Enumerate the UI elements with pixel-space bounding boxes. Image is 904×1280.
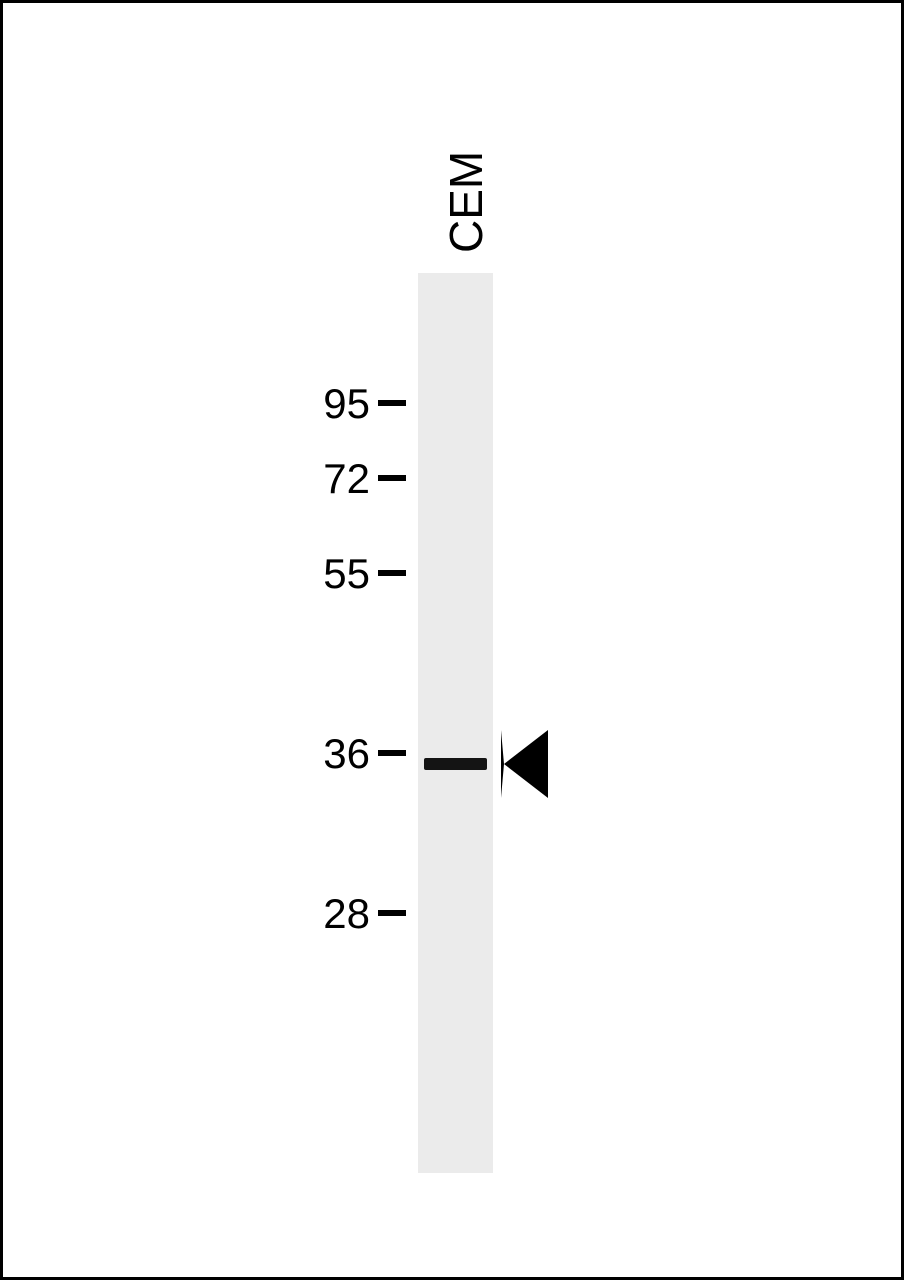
marker-tick-55 <box>378 570 406 576</box>
blot-band <box>424 758 487 770</box>
marker-label-55: 55 <box>290 550 370 598</box>
marker-label-28: 28 <box>290 890 370 938</box>
marker-label-36: 36 <box>290 730 370 778</box>
lane-label: CEM <box>439 151 493 253</box>
marker-tick-72 <box>378 475 406 481</box>
marker-tick-95 <box>378 400 406 406</box>
marker-tick-36 <box>378 750 406 756</box>
band-indicator-arrow-icon <box>501 730 548 798</box>
marker-label-95: 95 <box>290 380 370 428</box>
marker-tick-28 <box>378 910 406 916</box>
blot-lane <box>418 273 493 1173</box>
marker-label-72: 72 <box>290 455 370 503</box>
blot-frame: CEM 95 72 55 36 28 <box>0 0 904 1280</box>
